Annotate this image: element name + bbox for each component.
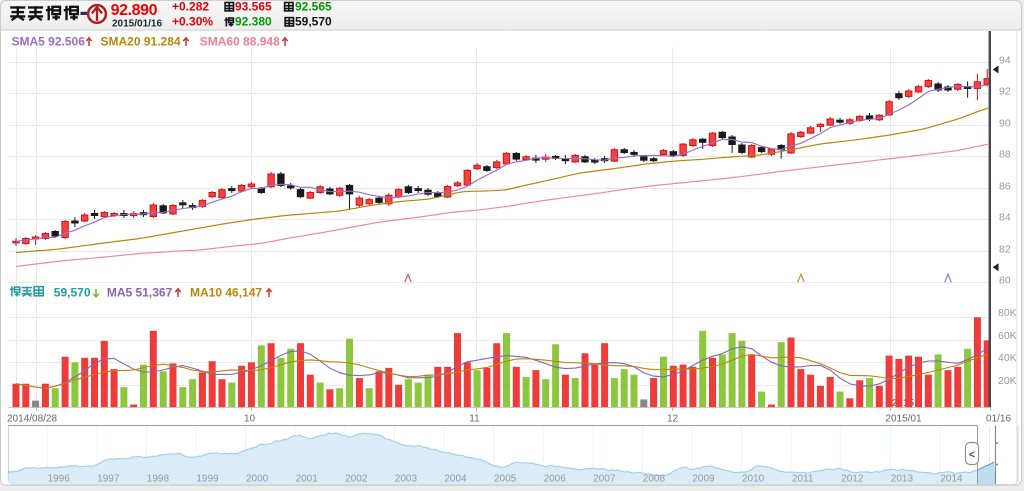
svg-text:82: 82: [999, 244, 1011, 256]
svg-text:80K: 80K: [998, 307, 1017, 319]
svg-text:2002: 2002: [345, 474, 368, 485]
svg-text:SMA20 91.284: SMA20 91.284: [101, 35, 181, 49]
svg-text:59,570: 59,570: [54, 286, 91, 300]
svg-text:<: <: [969, 449, 975, 461]
svg-text:1999: 1999: [196, 474, 219, 485]
svg-text:2005: 2005: [494, 474, 517, 485]
svg-text:88: 88: [999, 149, 1011, 161]
svg-text:SMA60 88.948: SMA60 88.948: [200, 35, 280, 49]
svg-text:2015/01: 2015/01: [885, 414, 922, 425]
svg-text:2015: 2015: [892, 398, 915, 409]
svg-text:2014: 2014: [940, 474, 963, 485]
svg-text:93.565: 93.565: [235, 0, 272, 14]
svg-text:92: 92: [999, 86, 1011, 98]
svg-text:12: 12: [667, 414, 679, 425]
svg-text:11: 11: [469, 414, 480, 425]
svg-text:84: 84: [999, 212, 1011, 224]
svg-text:40K: 40K: [998, 352, 1017, 364]
svg-text:+0.30%: +0.30%: [172, 15, 213, 29]
svg-text:2015/01/16: 2015/01/16: [112, 18, 162, 29]
svg-text:1996: 1996: [48, 474, 71, 485]
svg-text:59,570: 59,570: [295, 15, 332, 29]
svg-text:2007: 2007: [593, 474, 616, 485]
svg-text:1998: 1998: [147, 474, 170, 485]
svg-text:2010: 2010: [742, 474, 765, 485]
svg-text:90: 90: [999, 118, 1011, 130]
svg-text:94: 94: [999, 55, 1011, 67]
svg-text:2006: 2006: [544, 474, 567, 485]
svg-text:MA10 46,147: MA10 46,147: [190, 286, 262, 300]
svg-text:2014/08/28: 2014/08/28: [7, 414, 57, 425]
svg-text:2012: 2012: [841, 474, 864, 485]
svg-text:92.565: 92.565: [295, 0, 332, 14]
svg-text:92.380: 92.380: [235, 15, 272, 29]
svg-text:2009: 2009: [692, 474, 715, 485]
svg-text:80: 80: [999, 275, 1011, 287]
svg-text:10: 10: [244, 414, 256, 425]
svg-text:2011: 2011: [792, 474, 814, 485]
svg-text:01/16: 01/16: [986, 414, 1011, 425]
svg-text:2013: 2013: [891, 474, 914, 485]
svg-text:2001: 2001: [296, 474, 319, 485]
svg-text:86: 86: [999, 181, 1011, 193]
svg-text:SMA5 92.506: SMA5 92.506: [12, 35, 86, 49]
svg-text:92.890: 92.890: [111, 2, 158, 19]
svg-text:20K: 20K: [998, 375, 1017, 387]
svg-text:+0.282: +0.282: [172, 0, 209, 14]
svg-text:2003: 2003: [395, 474, 418, 485]
svg-text:2008: 2008: [643, 474, 666, 485]
svg-text:2000: 2000: [246, 474, 269, 485]
svg-text:MA5 51,367: MA5 51,367: [107, 286, 173, 300]
svg-text:2004: 2004: [444, 474, 467, 485]
svg-text:60K: 60K: [998, 330, 1017, 342]
svg-text:1997: 1997: [97, 474, 120, 485]
